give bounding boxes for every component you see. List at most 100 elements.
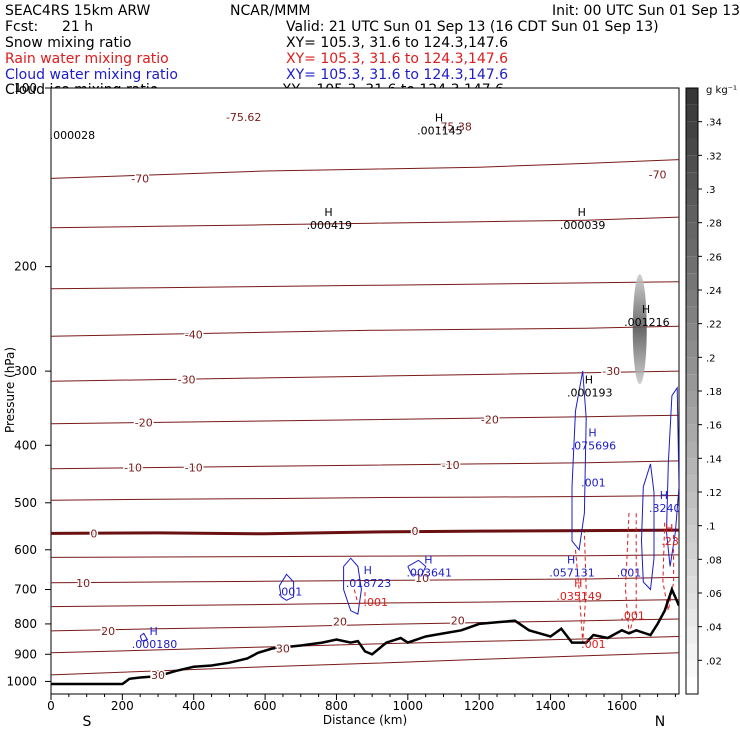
colorbar-segment-4: [686, 626, 698, 644]
temperature-label-20: 30: [276, 642, 290, 655]
y-tick-label-1000: 1000: [6, 674, 37, 688]
maximum-marker-6: H: [585, 374, 593, 387]
colorbar-segment-30: [686, 189, 698, 206]
x-tick-label-1200: 1200: [464, 699, 495, 713]
x-tick-label-1600: 1600: [607, 699, 638, 713]
maximum-value-2: .001145: [417, 125, 463, 138]
cloud-water-contour-1: [571, 371, 587, 552]
temperature-label-14: 0: [411, 525, 418, 538]
isotherm-15: [51, 652, 679, 676]
cloud-water-contour-7: [139, 632, 149, 642]
colorbar-segment-27: [686, 239, 698, 257]
forecast-hour: 21 h: [62, 19, 93, 35]
x-tick-label-200: 200: [111, 699, 134, 713]
colorbar-tick-label-8: .2: [706, 353, 716, 364]
colorbar-segment-18: [686, 391, 698, 408]
colorbar-tick-label-10: .16: [706, 421, 722, 432]
colorbar-segment-13: [686, 475, 698, 492]
maximum-value-1: .000028: [50, 129, 96, 142]
colorbar-segment-20: [686, 357, 698, 375]
maximum-value-11: .018723: [346, 577, 392, 590]
x-tick-label-1000: 1000: [393, 699, 424, 713]
temperature-label-9: -20: [481, 414, 499, 427]
cloud-water-contour-5: [343, 557, 362, 615]
colorbar-segment-17: [686, 407, 698, 425]
plot-layer: -75.62 -75.38 -70 -70 -40 -30 -30 -20 -20 -10 -10 -…: [50, 110, 679, 686]
y-tick-label-800: 800: [14, 617, 37, 631]
temperature-label-12: -10: [442, 459, 460, 472]
temperature-label-16: 10: [415, 572, 429, 585]
temperature-label-3: -70: [131, 172, 149, 185]
maximum-marker-3: H: [324, 206, 332, 219]
maximum-marker-2: H: [435, 112, 443, 125]
maximum-value-13: .001: [278, 585, 303, 598]
maximum-value-7: .075696: [571, 439, 617, 452]
init-time: Init: 00 UTC Sun 01 Sep 13: [552, 3, 740, 19]
maximum-marker-15: H: [149, 625, 157, 638]
colorbar-segment-36: [686, 88, 698, 105]
temperature-label-2: -75.38: [436, 120, 471, 133]
isotherm-1: [51, 159, 679, 179]
maximum-value-19: .001: [581, 638, 606, 651]
colorbar-segment-33: [686, 138, 698, 156]
colorbar-tick-label-15: .06: [706, 589, 722, 600]
maximum-value-15: .000180: [132, 638, 178, 651]
y-tick-label-100: 100: [14, 81, 37, 95]
x-tick-label-600: 600: [254, 699, 277, 713]
colorbar-segment-8: [686, 559, 698, 577]
temperature-label-1: -75.62: [226, 111, 261, 124]
maximum-marker-5: H: [642, 303, 650, 316]
temperature-label-8: -20: [135, 416, 153, 429]
colorbar-tick-label-14: .08: [706, 555, 722, 566]
maximum-marker-16: H: [574, 577, 582, 590]
y-tick-label-600: 600: [14, 543, 37, 557]
maximum-marker-4: H: [578, 206, 586, 219]
temperature-label-21: 30: [151, 669, 165, 682]
colorbar-segment-11: [686, 508, 698, 526]
terrain-line: [51, 586, 679, 686]
y-tick-label-500: 500: [14, 496, 37, 510]
isotherm-13: [51, 618, 679, 632]
colorbar-tick-label-13: .1: [706, 522, 716, 533]
colorbar-tick-label-11: .14: [706, 454, 722, 465]
axes-layer: 0 200 400 600 800 1000 1200 1400 160010020030040…: [6, 81, 676, 713]
y-tick-label-400: 400: [14, 438, 37, 452]
maximum-value-8: .001: [581, 476, 606, 489]
field-xy-rain: XY= 105.3, 31.6 to 124.3,147.6: [286, 51, 508, 67]
maximum-value-10: .057131: [549, 566, 595, 579]
maximum-value-20: .23: [661, 535, 679, 548]
valid-time: Valid: 21 UTC Sun 01 Sep 13 (16 CDT Sun …: [286, 19, 659, 35]
forecast-label: Fcst:: [5, 19, 38, 35]
y-tick-label-700: 700: [14, 583, 37, 597]
maximum-value-17: .001: [363, 596, 388, 609]
rain-water-contour-3: [662, 522, 675, 611]
organization-label: NCAR/MMM: [230, 3, 311, 19]
colorbar: .34 .32 .3 .28 .26 .24 .22 .2 .18 .16 .14 .12 .1 .08.…: [685, 87, 722, 695]
maximum-value-16: .035149: [556, 590, 602, 603]
colorbar-segment-5: [686, 609, 698, 627]
maximum-marker-9: H: [660, 489, 668, 502]
maximum-value-5: .001216: [624, 316, 670, 329]
colorbar-segment-10: [686, 525, 698, 543]
colorbar-segment-24: [686, 290, 698, 307]
colorbar-tick-label-3: .3: [706, 185, 716, 196]
colorbar-tick-label-1: .34: [706, 118, 722, 129]
rain-water-contour-4: [353, 589, 366, 605]
isotherm-8: [51, 495, 679, 501]
temperature-label-15: 10: [76, 577, 90, 590]
isotherm-14: [51, 636, 679, 654]
colorbar-segment-21: [686, 340, 698, 358]
colorbar-tick-label-9: .18: [706, 387, 722, 398]
colorbar-tick-label-2: .32: [706, 151, 722, 162]
colorbar-segment-19: [686, 374, 698, 391]
temperature-label-6: -30: [178, 374, 196, 387]
field-name-rain: Rain water mixing ratio: [5, 51, 169, 67]
x-tick-label-1400: 1400: [535, 699, 566, 713]
temperature-label-19: 20: [101, 625, 115, 638]
temperature-label-10: -10: [124, 461, 142, 474]
colorbar-tick-label-16: .04: [706, 623, 722, 634]
colorbar-segment-7: [686, 576, 698, 593]
temperature-label-5: -40: [185, 328, 203, 341]
colorbar-segment-35: [686, 104, 698, 122]
